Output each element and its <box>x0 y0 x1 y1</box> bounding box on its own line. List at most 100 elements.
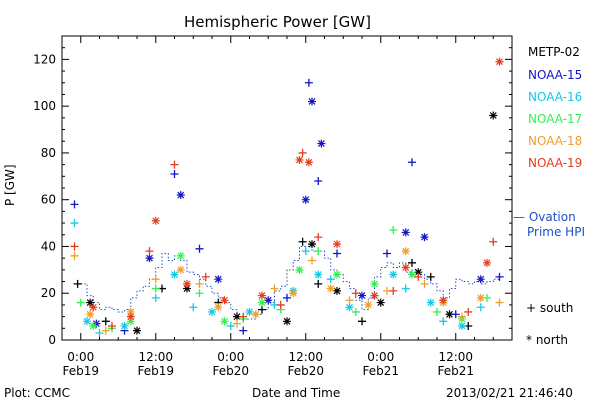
noaa-18-south-point <box>308 256 316 265</box>
noaa-15-north-point <box>264 296 273 305</box>
metp-02-south-point <box>101 317 110 326</box>
noaa-16-north-point <box>345 303 354 312</box>
noaa-17-south-point <box>151 284 160 293</box>
x-tick-label-date: Feb21 <box>362 364 399 378</box>
y-tick-label: 120 <box>33 52 56 66</box>
noaa-17-south-point <box>195 289 204 298</box>
footer-left: Plot: CCMC <box>4 386 70 400</box>
noaa-16-south-point <box>301 247 310 256</box>
noaa-15-north-point <box>420 233 429 242</box>
noaa-17-south-point <box>351 307 360 316</box>
noaa-16-north-point <box>426 298 435 307</box>
noaa-19-south-point <box>239 312 248 321</box>
y-tick-label: 0 <box>48 333 56 347</box>
noaa-17-north-point <box>408 270 416 279</box>
x-tick-label-date: Feb21 <box>437 364 474 378</box>
noaa-16-north-point <box>170 270 179 279</box>
noaa-18-south-point <box>458 312 466 321</box>
noaa-18-south-point <box>101 326 110 335</box>
noaa-19-north-point <box>89 303 98 312</box>
x-tick-label-time: 0:00 <box>367 350 394 364</box>
noaa-16-north-point <box>389 270 398 279</box>
noaa-16-south-point <box>476 303 485 312</box>
noaa-16-south-point <box>326 275 335 284</box>
noaa-19-south-point <box>276 300 285 309</box>
x-tick-label-time: 12:00 <box>438 350 473 364</box>
noaa-18-south-point <box>195 279 204 288</box>
noaa-15-south-point <box>239 326 248 335</box>
noaa-15-south-point <box>314 176 323 185</box>
noaa-19-south-point <box>108 321 116 330</box>
noaa-18-south-point <box>420 279 429 288</box>
metp-02-south-point <box>314 279 323 288</box>
noaa-19-north-point <box>151 216 160 225</box>
noaa-19-north-point <box>439 296 448 305</box>
metp-02-south-point <box>426 272 435 281</box>
noaa-16-south-point <box>439 317 448 326</box>
noaa-19-north-point <box>183 279 191 288</box>
noaa-19-north-point <box>495 57 504 66</box>
noaa-15-south-point <box>70 200 79 209</box>
y-tick-label: 40 <box>41 239 56 253</box>
noaa-17-north-point <box>89 321 98 330</box>
noaa-19-north-point <box>401 263 410 272</box>
x-tick-label-date: Feb20 <box>287 364 324 378</box>
noaa-18-north-point <box>214 303 223 312</box>
noaa-15-north-point <box>401 228 410 237</box>
noaa-17-north-point <box>333 270 341 279</box>
noaa-17-north-point <box>258 298 266 307</box>
noaa-15-north-point <box>301 195 310 204</box>
chart-title: Hemispheric Power [GW] <box>184 13 371 31</box>
y-tick-label: 80 <box>41 146 56 160</box>
noaa-15-north-point <box>358 291 366 300</box>
noaa-15-south-point <box>495 272 504 281</box>
noaa-19-south-point <box>201 272 210 281</box>
metp-02-north-point <box>445 310 454 319</box>
x-tick-label-time: 12:00 <box>138 350 173 364</box>
noaa-16-north-point <box>83 317 91 326</box>
legend-item-noaa-18: NOAA-18 <box>528 134 583 148</box>
noaa-19-north-point <box>295 155 304 164</box>
noaa-16-north-point <box>208 307 216 316</box>
noaa-17-north-point <box>126 317 135 326</box>
x-tick-label-time: 12:00 <box>288 350 323 364</box>
legend-item-noaa-19: NOAA-19 <box>528 156 583 170</box>
metp-02-north-point <box>308 240 316 249</box>
noaa-18-north-point <box>251 310 260 319</box>
metp-02-north-point <box>183 284 191 293</box>
noaa-17-north-point <box>220 317 229 326</box>
noaa-19-north-point <box>483 258 491 267</box>
noaa-18-north-point <box>364 300 373 309</box>
noaa-16-south-point <box>226 321 235 330</box>
noaa-19-south-point <box>489 237 498 246</box>
noaa-19-south-point <box>145 247 154 256</box>
y-tick-label: 100 <box>33 99 56 113</box>
noaa-19-north-point <box>370 291 379 300</box>
noaa-15-north-point <box>214 275 223 284</box>
x-tick-label-date: Feb20 <box>212 364 249 378</box>
noaa-18-south-point <box>70 251 79 260</box>
noaa-17-south-point <box>433 307 441 316</box>
noaa-17-south-point <box>314 247 323 256</box>
noaa-15-north-point <box>476 275 485 284</box>
metp-02-north-point <box>333 286 341 295</box>
noaa-16-north-point <box>120 321 129 330</box>
metp-02-north-point <box>414 268 423 277</box>
legend-item-noaa-15: NOAA-15 <box>528 68 583 82</box>
noaa-19-south-point <box>389 286 398 295</box>
noaa-18-north-point <box>401 247 410 256</box>
noaa-18-north-point <box>476 293 485 302</box>
noaa-18-north-point <box>176 265 185 274</box>
noaa-17-south-point <box>76 298 85 307</box>
noaa-16-south-point <box>70 219 79 228</box>
noaa-15-north-point <box>145 254 154 263</box>
metp-02-north-point <box>283 317 291 326</box>
metp-02-south-point <box>258 305 266 314</box>
legend-south-marker: + south <box>526 301 574 315</box>
noaa-19-south-point <box>298 148 307 157</box>
legend-ovation-line2: Prime HPI <box>527 225 585 239</box>
y-axis-label: P [GW] <box>3 164 17 206</box>
legend-ovation-line1: — Ovation <box>513 210 576 224</box>
noaa-18-south-point <box>495 298 504 307</box>
noaa-19-south-point <box>414 272 423 281</box>
